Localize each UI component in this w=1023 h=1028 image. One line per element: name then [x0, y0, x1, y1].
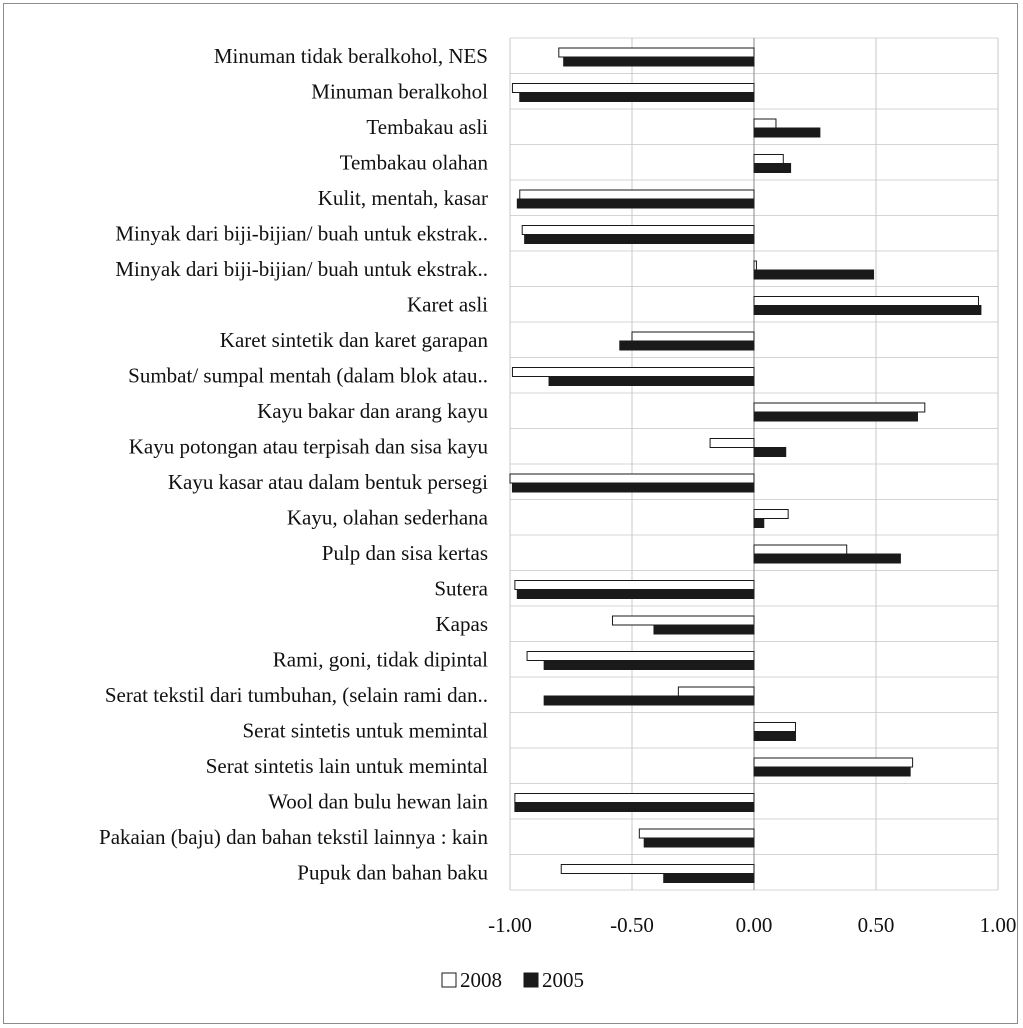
- category-label: Kayu potongan atau terpisah dan sisa kay…: [129, 434, 489, 458]
- bar-2005: [520, 93, 754, 102]
- bar-2008: [515, 794, 754, 803]
- bar-2008: [639, 829, 754, 838]
- category-labels: Minuman tidak beralkohol, NES Minuman ber…: [99, 44, 489, 885]
- bar-2005: [754, 128, 820, 137]
- bar-2008: [512, 84, 754, 93]
- x-tick-label: -1.00: [488, 913, 532, 937]
- category-label: Karet asli: [407, 292, 488, 316]
- category-label: Kulit, mentah, kasar: [318, 186, 488, 210]
- bar-2008: [754, 510, 788, 519]
- bar-2008: [678, 687, 754, 696]
- bar-2008: [559, 48, 754, 57]
- x-tick-label: 1.00: [980, 913, 1017, 937]
- bar-2008: [754, 403, 925, 412]
- bar-2005: [754, 306, 981, 315]
- bar-chart: Minuman tidak beralkohol, NES Minuman ber…: [4, 4, 1019, 1025]
- bar-2008: [710, 439, 754, 448]
- bar-2005: [544, 696, 754, 705]
- chart-frame: Minuman tidak beralkohol, NES Minuman ber…: [3, 3, 1018, 1024]
- category-label: Pakaian (baju) dan bahan tekstil lainnya…: [99, 825, 488, 849]
- bar-2008: [522, 226, 754, 235]
- x-tick-label: 0.50: [858, 913, 895, 937]
- category-label: Pupuk dan bahan baku: [297, 860, 488, 884]
- bar-2008: [754, 758, 913, 767]
- bar-2008: [754, 545, 847, 554]
- bar-2005: [620, 341, 754, 350]
- bar-2005: [754, 767, 910, 776]
- category-label: Pulp dan sisa kertas: [322, 541, 488, 565]
- x-axis-tick-labels: -1.00 -0.50 0.00 0.50 1.00: [488, 913, 1016, 937]
- bar-2008: [754, 297, 978, 306]
- bar-2005: [515, 803, 754, 812]
- category-label: Serat sintetis untuk memintal: [242, 718, 488, 742]
- legend-swatch-2008: [442, 973, 456, 987]
- bar-2008: [632, 332, 754, 341]
- category-label: Wool dan bulu hewan lain: [268, 789, 488, 813]
- bar-2008: [612, 616, 754, 625]
- category-label: Tembakau olahan: [340, 150, 489, 174]
- legend-swatch-2005: [524, 973, 538, 987]
- bar-2005: [544, 661, 754, 670]
- bar-2005: [754, 164, 791, 173]
- category-label: Minuman beralkohol: [311, 79, 488, 103]
- category-label: Sutera: [434, 576, 488, 600]
- bar-2005: [664, 874, 754, 883]
- bar-2005: [754, 554, 900, 563]
- category-label: Serat tekstil dari tumbuhan, (selain ram…: [105, 683, 488, 707]
- category-label: Kapas: [436, 612, 488, 636]
- bar-2008: [754, 119, 776, 128]
- legend-label: 2008: [460, 968, 502, 992]
- category-label: Kayu kasar atau dalam bentuk persegi: [168, 470, 488, 494]
- bar-2005: [564, 57, 754, 66]
- category-label: Rami, goni, tidak dipintal: [273, 647, 488, 671]
- bar-2008: [510, 474, 754, 483]
- bar-2005: [754, 732, 795, 741]
- category-label: Minyak dari biji-bijian/ buah untuk ekst…: [115, 221, 488, 245]
- bar-2005: [754, 519, 764, 528]
- bars: [510, 48, 981, 883]
- bar-2008: [754, 723, 795, 732]
- x-tick-label: 0.00: [736, 913, 773, 937]
- bar-2005: [754, 448, 786, 457]
- bar-2008: [754, 261, 756, 270]
- category-label: Minyak dari biji-bijian/ buah untuk ekst…: [115, 257, 488, 281]
- bar-2005: [644, 838, 754, 847]
- bar-2005: [517, 590, 754, 599]
- bar-2008: [754, 155, 783, 164]
- bar-2008: [520, 190, 754, 199]
- bar-2008: [512, 368, 754, 377]
- legend: 2008 2005: [442, 968, 584, 992]
- bar-2005: [512, 483, 754, 492]
- legend-label: 2005: [542, 968, 584, 992]
- bar-2005: [525, 235, 754, 244]
- category-label: Sumbat/ sumpal mentah (dalam blok atau..: [128, 363, 488, 387]
- category-label: Kayu bakar dan arang kayu: [257, 399, 488, 423]
- bar-2005: [754, 270, 874, 279]
- category-label: Kayu, olahan sederhana: [287, 505, 489, 529]
- bar-2008: [561, 865, 754, 874]
- bar-2008: [515, 581, 754, 590]
- x-tick-label: -0.50: [610, 913, 654, 937]
- bar-2005: [517, 199, 754, 208]
- category-label: Serat sintetis lain untuk memintal: [206, 754, 488, 778]
- bar-2008: [527, 652, 754, 661]
- category-label: Minuman tidak beralkohol, NES: [214, 44, 488, 68]
- bar-2005: [549, 377, 754, 386]
- category-label: Karet sintetik dan karet garapan: [220, 328, 489, 352]
- bar-2005: [654, 625, 754, 634]
- bar-2005: [754, 412, 917, 421]
- category-label: Tembakau asli: [366, 115, 488, 139]
